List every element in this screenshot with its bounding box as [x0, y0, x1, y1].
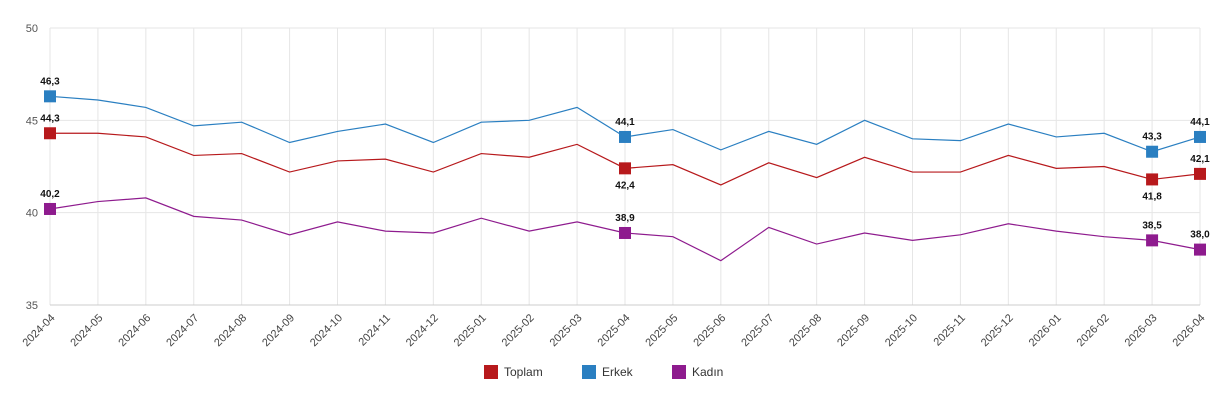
x-tick-label: 2026-02	[1075, 312, 1112, 349]
y-tick-label: 35	[26, 300, 38, 312]
axes: 2024-04 2024-05 2024-06 2024-07 2024-08 2024-…	[21, 23, 1208, 349]
x-tick-label: 2026-04	[1171, 312, 1208, 349]
legend-item-kadın[interactable]: Kadın	[672, 365, 723, 379]
legend-swatch	[672, 365, 686, 379]
data-label: 40,2	[40, 189, 60, 200]
data-label: 42,4	[615, 180, 635, 191]
legend[interactable]: Toplam Erkek Kadın	[484, 365, 723, 379]
data-point-marker	[619, 130, 631, 143]
data-label: 38,0	[1190, 230, 1210, 241]
x-tick-label: 2024-07	[164, 312, 201, 349]
x-tick-label: 2025-11	[932, 312, 968, 348]
data-label: 44,3	[40, 113, 60, 124]
y-tick-label: 45	[26, 115, 38, 127]
legend-swatch	[582, 365, 596, 379]
data-label: 38,9	[615, 213, 635, 224]
data-label: 41,8	[1142, 191, 1162, 202]
x-tick-label: 2026-03	[1123, 312, 1160, 349]
x-tick-label: 2025-05	[643, 312, 680, 349]
x-tick-label: 2024-08	[212, 312, 249, 349]
data-point-marker	[1146, 145, 1159, 158]
data-point-marker	[1146, 173, 1159, 186]
legend-swatch	[484, 365, 498, 379]
x-tick-label: 2024-04	[21, 312, 58, 349]
data-label: 46,3	[40, 76, 60, 87]
data-point-marker	[44, 90, 56, 103]
legend-item-erkek[interactable]: Erkek	[582, 365, 634, 379]
data-point-marker	[44, 127, 56, 140]
legend-label: Erkek	[602, 365, 634, 379]
data-label: 44,1	[615, 117, 635, 128]
legend-item-toplam[interactable]: Toplam	[484, 365, 543, 379]
x-tick-label: 2025-06	[691, 312, 728, 349]
legend-label: Kadın	[692, 365, 723, 379]
x-tick-label: 2025-09	[835, 312, 872, 349]
legend-label: Toplam	[504, 365, 543, 379]
x-tick-label: 2025-04	[596, 312, 633, 349]
data-point-marker	[1194, 243, 1206, 256]
x-tick-label: 2025-03	[548, 312, 585, 349]
data-label: 42,1	[1190, 154, 1210, 165]
data-point-marker	[1194, 167, 1206, 180]
data-label: 44,1	[1190, 117, 1210, 128]
x-tick-label: 2025-12	[979, 312, 1016, 349]
y-tick-label: 40	[26, 208, 38, 220]
x-tick-label: 2026-01	[1027, 312, 1064, 349]
data-point-marker	[1146, 234, 1159, 247]
x-tick-label: 2025-01	[452, 312, 489, 349]
data-point-marker	[44, 202, 56, 215]
x-tick-label: 2025-08	[787, 312, 824, 349]
data-labels: 44,3 42,4 41,8 42,1 46,3 44,1 43,3 44,1 40,2 38,9…	[40, 76, 1210, 240]
data-point-marker	[619, 226, 631, 239]
x-tick-label: 2024-06	[116, 312, 153, 349]
x-tick-label: 2024-10	[308, 312, 345, 349]
x-tick-label: 2025-10	[883, 312, 920, 349]
data-label: 43,3	[1142, 132, 1162, 143]
data-point-marker	[1194, 130, 1206, 143]
x-tick-label: 2024-09	[260, 312, 297, 349]
x-tick-label: 2025-02	[500, 312, 537, 349]
x-tick-label: 2024-11	[357, 312, 393, 348]
series-layer	[44, 90, 1206, 262]
data-point-marker	[619, 162, 631, 175]
y-tick-label: 50	[26, 23, 38, 35]
x-tick-label: 2024-05	[68, 312, 105, 349]
x-tick-label: 2024-12	[404, 312, 441, 349]
data-label: 38,5	[1142, 220, 1162, 231]
x-tick-label: 2025-07	[739, 312, 776, 349]
